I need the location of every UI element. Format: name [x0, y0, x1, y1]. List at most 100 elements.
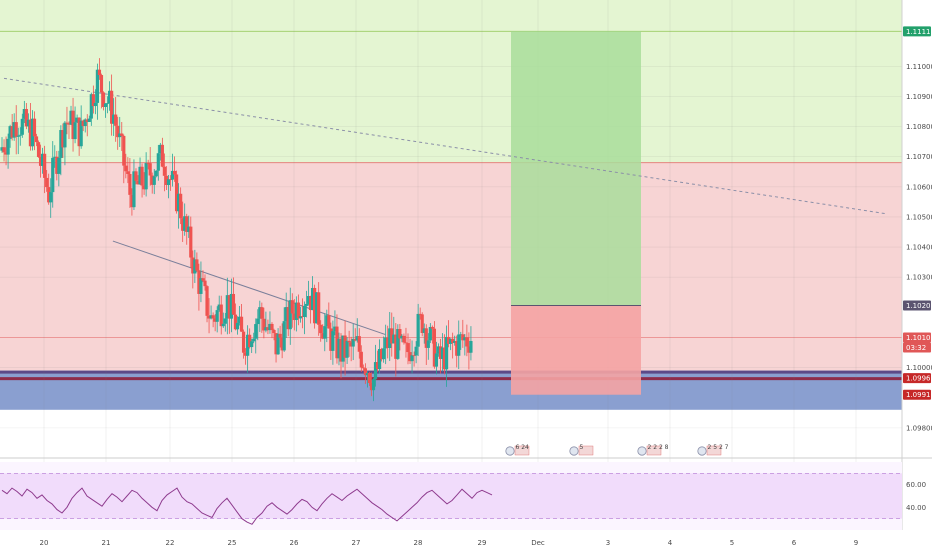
candle: [168, 179, 173, 181]
candle: [158, 144, 162, 154]
candle: [290, 300, 294, 314]
candle: [258, 307, 262, 319]
candle: [2, 147, 6, 153]
candle: [306, 296, 311, 304]
price-tag: [903, 26, 931, 37]
candle: [270, 323, 274, 330]
candle: [43, 153, 47, 178]
candle: [107, 90, 112, 104]
candle: [24, 108, 28, 127]
y-tick-label: 1.10300: [906, 274, 932, 282]
candle: [317, 292, 321, 325]
candle: [418, 313, 422, 315]
candle: [394, 334, 398, 359]
candle: [412, 355, 416, 357]
candle: [93, 102, 97, 107]
event-flag[interactable]: 5: [569, 444, 594, 456]
candle: [91, 94, 95, 107]
candle: [132, 171, 136, 208]
price-tag: [903, 332, 931, 343]
candle: [377, 349, 382, 370]
candle: [8, 126, 12, 139]
x-tick-label: Dec: [531, 539, 545, 547]
candle: [36, 142, 41, 157]
candle: [325, 315, 329, 327]
event-flag[interactable]: 2 5 2 7: [697, 444, 729, 456]
candle: [313, 287, 317, 324]
candle: [246, 334, 250, 356]
candle: [345, 340, 349, 358]
candle: [455, 340, 459, 356]
position-tool[interactable]: [511, 31, 641, 395]
blue-zone: [0, 370, 902, 410]
candle: [126, 171, 130, 174]
candle: [294, 302, 298, 321]
trendlines-layer[interactable]: [3, 77, 888, 335]
candle: [30, 118, 35, 147]
candle: [14, 122, 18, 137]
loss-zone: [511, 305, 641, 395]
candle: [404, 342, 408, 344]
candle: [231, 293, 236, 315]
candle: [189, 226, 193, 258]
candle: [384, 337, 388, 349]
candle: [41, 153, 45, 166]
candle: [304, 303, 309, 306]
event-flag[interactable]: 2 2 2 8: [637, 444, 669, 456]
candle: [89, 94, 93, 119]
candle: [28, 119, 33, 147]
descending-resistance: [3, 77, 888, 215]
candle: [442, 347, 447, 370]
candle: [34, 136, 39, 143]
candle: [101, 92, 106, 107]
candle: [398, 329, 402, 339]
candle: [367, 373, 372, 384]
candle: [128, 173, 132, 195]
rsi-pane: [0, 462, 902, 530]
candle: [321, 333, 325, 339]
events-layer[interactable]: 6 24 5 2 2 2 8 2 5 2 7: [505, 444, 729, 456]
candle: [20, 118, 24, 135]
x-tick-label: 21: [102, 539, 111, 547]
candle: [138, 166, 142, 185]
candle: [110, 90, 114, 124]
candle: [154, 170, 158, 177]
candle: [65, 122, 69, 124]
candle: [359, 351, 363, 368]
event-label: 6 24: [516, 444, 530, 451]
candle: [422, 328, 426, 334]
x-tick-label: 28: [414, 539, 423, 547]
candle: [369, 383, 374, 391]
candle: [292, 313, 296, 321]
candle: [357, 336, 361, 352]
price-tag: [903, 342, 931, 353]
y-tick-label: 1.10800: [906, 123, 932, 131]
candle: [406, 343, 410, 353]
candle: [223, 318, 227, 324]
candle: [469, 340, 473, 353]
candle: [134, 171, 138, 181]
candle: [16, 135, 20, 137]
event-flag[interactable]: 6 24: [505, 444, 530, 456]
x-tick-label: 27: [352, 539, 361, 547]
candle: [343, 335, 347, 358]
candle: [440, 347, 445, 359]
candle: [310, 287, 315, 311]
candle: [457, 334, 461, 356]
candle: [51, 157, 55, 193]
price-tag-label: 1.11116: [906, 28, 932, 36]
candle: [288, 300, 292, 330]
candle: [465, 337, 469, 347]
candle: [347, 340, 351, 343]
x-tick-label: 6: [792, 539, 797, 547]
candle: [95, 69, 100, 103]
candles-layer: [0, 58, 473, 402]
candle: [191, 257, 195, 274]
y-tick-label: 1.10900: [906, 93, 932, 101]
candle: [351, 338, 355, 347]
candle: [53, 156, 57, 158]
candle: [296, 302, 300, 319]
price-tag-label: 03:32: [906, 344, 926, 352]
